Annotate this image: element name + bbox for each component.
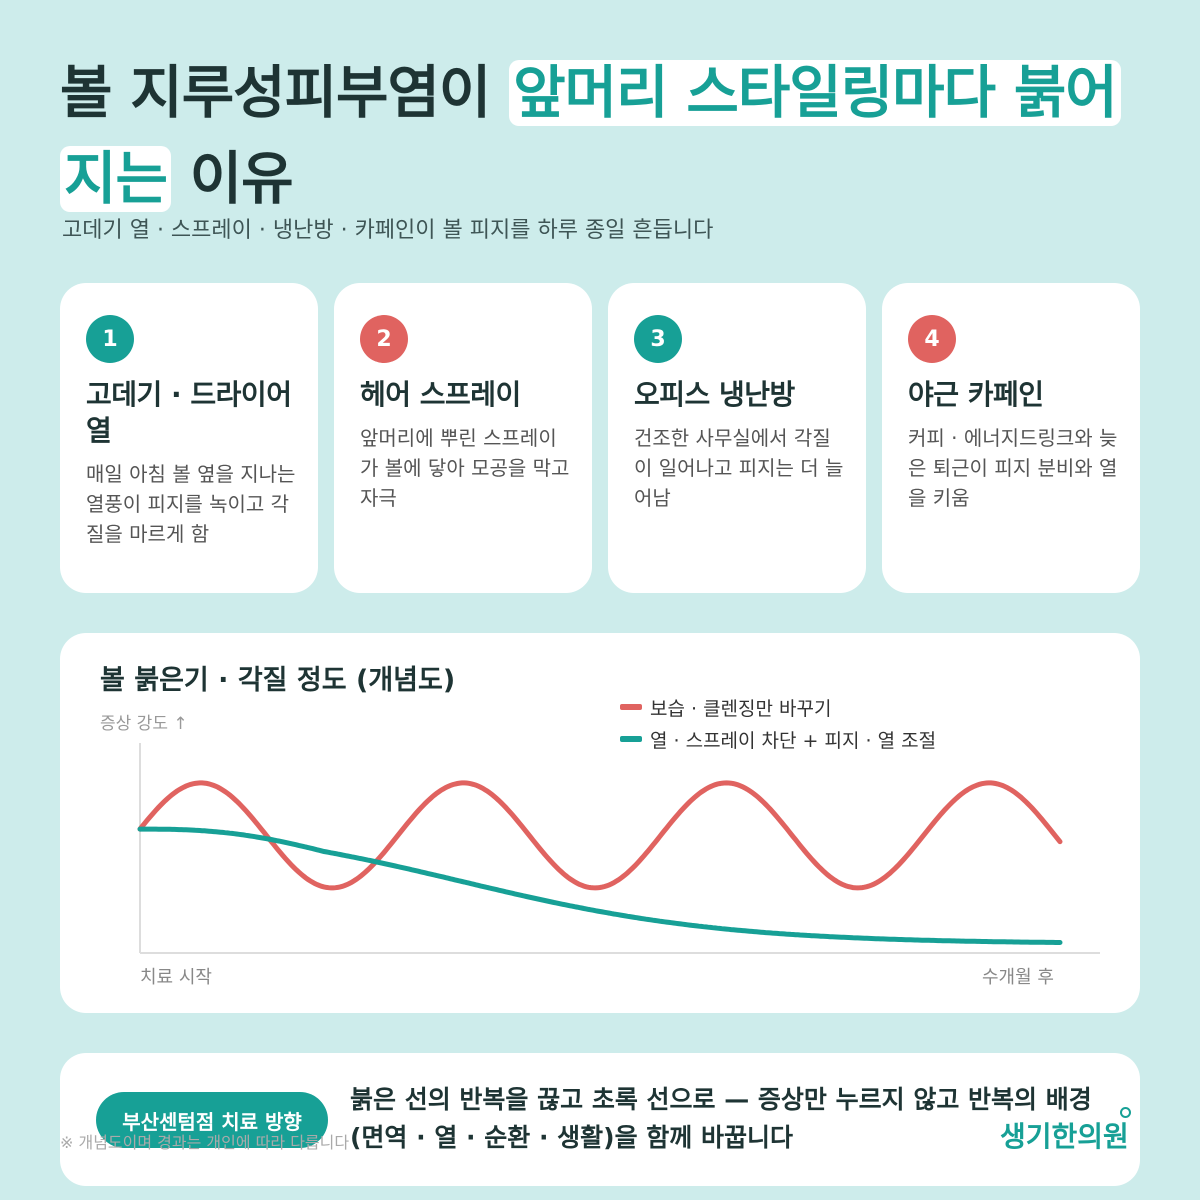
legend-swatch-green [620,736,642,742]
card-number-badge: 1 [86,315,134,363]
card-body: 앞머리에 뿌린 스프레이가 볼에 닿아 모공을 막고 자극 [360,426,570,510]
disclaimer-note: ※ 개념도이며 경과는 개인에 따라 다릅니다 [60,1133,350,1152]
cause-card-office: 3 오피스 냉난방 건조한 사무실에서 각질이 일어나고 피지는 더 늘어남 [608,283,866,593]
cause-cards: 1 고데기 · 드라이어 열 매일 아침 볼 옆을 지나는 열풍이 피지를 녹이… [60,283,1140,593]
brand-logo-dot [1120,1107,1131,1118]
branch-badge: 부산센텀점 치료 방향 [96,1092,328,1148]
series-line-red [137,780,1063,891]
card-body: 건조한 사무실에서 각질이 일어나고 피지는 더 늘어남 [634,426,844,510]
chart-title: 볼 붉은기 · 각질 정도 (개념도) [100,665,456,696]
title-part-1: 볼 지루성피부염이 [60,60,510,126]
card-title: 고데기 · 드라이어 열 [86,378,292,447]
card-title: 헤어 스프레이 [360,378,521,411]
chart-legend: 보습 · 클렌징만 바꾸기 열 · 스프레이 차단 + 피지 · 열 조절 [620,691,936,755]
card-number-badge: 2 [360,315,408,363]
title-part-2: 이유 [170,146,294,212]
chart-card: 볼 붉은기 · 각질 정도 (개념도) 증상 강도 ↑ 보습 · 클렌징만 바꾸… [60,633,1140,1013]
card-title: 오피스 냉난방 [634,378,795,411]
legend-label: 보습 · 클렌징만 바꾸기 [650,697,832,720]
card-body: 커피 · 에너지드링크와 늦은 퇴근이 피지 분비와 열을 키움 [908,426,1118,510]
legend-label: 열 · 스프레이 차단 + 피지 · 열 조절 [650,729,937,752]
treatment-direction-card: 부산센텀점 치료 방향 붉은 선의 반복을 끊고 초록 선으로 — 증상만 누르… [60,1053,1140,1186]
card-number-badge: 3 [634,315,682,363]
legend-swatch-red [620,704,642,710]
page-title: 볼 지루성피부염이 앞머리 스타일링마다 붉어지는 이유 [60,50,1140,222]
legend-item-green: 열 · 스프레이 차단 + 피지 · 열 조절 [620,723,936,755]
card-body: 매일 아침 볼 옆을 지나는 열풍이 피지를 녹이고 각질을 마르게 함 [86,462,296,546]
y-axis-label: 증상 강도 ↑ [100,714,188,734]
legend-item-red: 보습 · 클렌징만 바꾸기 [620,691,936,723]
cause-card-heat: 1 고데기 · 드라이어 열 매일 아침 볼 옆을 지나는 열풍이 피지를 녹이… [60,283,318,593]
cause-card-spray: 2 헤어 스프레이 앞머리에 뿌린 스프레이가 볼에 닿아 모공을 막고 자극 [334,283,592,593]
x-axis-start-label: 치료 시작 [140,967,212,988]
x-axis-end-label: 수개월 후 [982,967,1054,988]
cause-card-caffeine: 4 야근 카페인 커피 · 에너지드링크와 늦은 퇴근이 피지 분비와 열을 키… [882,283,1140,593]
series-line-green [137,826,1063,945]
card-title: 야근 카페인 [908,378,1044,411]
treatment-direction-text: 붉은 선의 반복을 끊고 초록 선으로 — 증상만 누르지 않고 반복의 배경(… [350,1085,1092,1152]
concept-line-chart [137,743,1100,954]
brand-logo: 생기한의원 [1000,1120,1129,1153]
card-number-badge: 4 [908,315,956,363]
subtitle: 고데기 열 · 스프레이 · 냉난방 · 카페인이 볼 피지를 하루 종일 흔듭… [62,218,714,243]
